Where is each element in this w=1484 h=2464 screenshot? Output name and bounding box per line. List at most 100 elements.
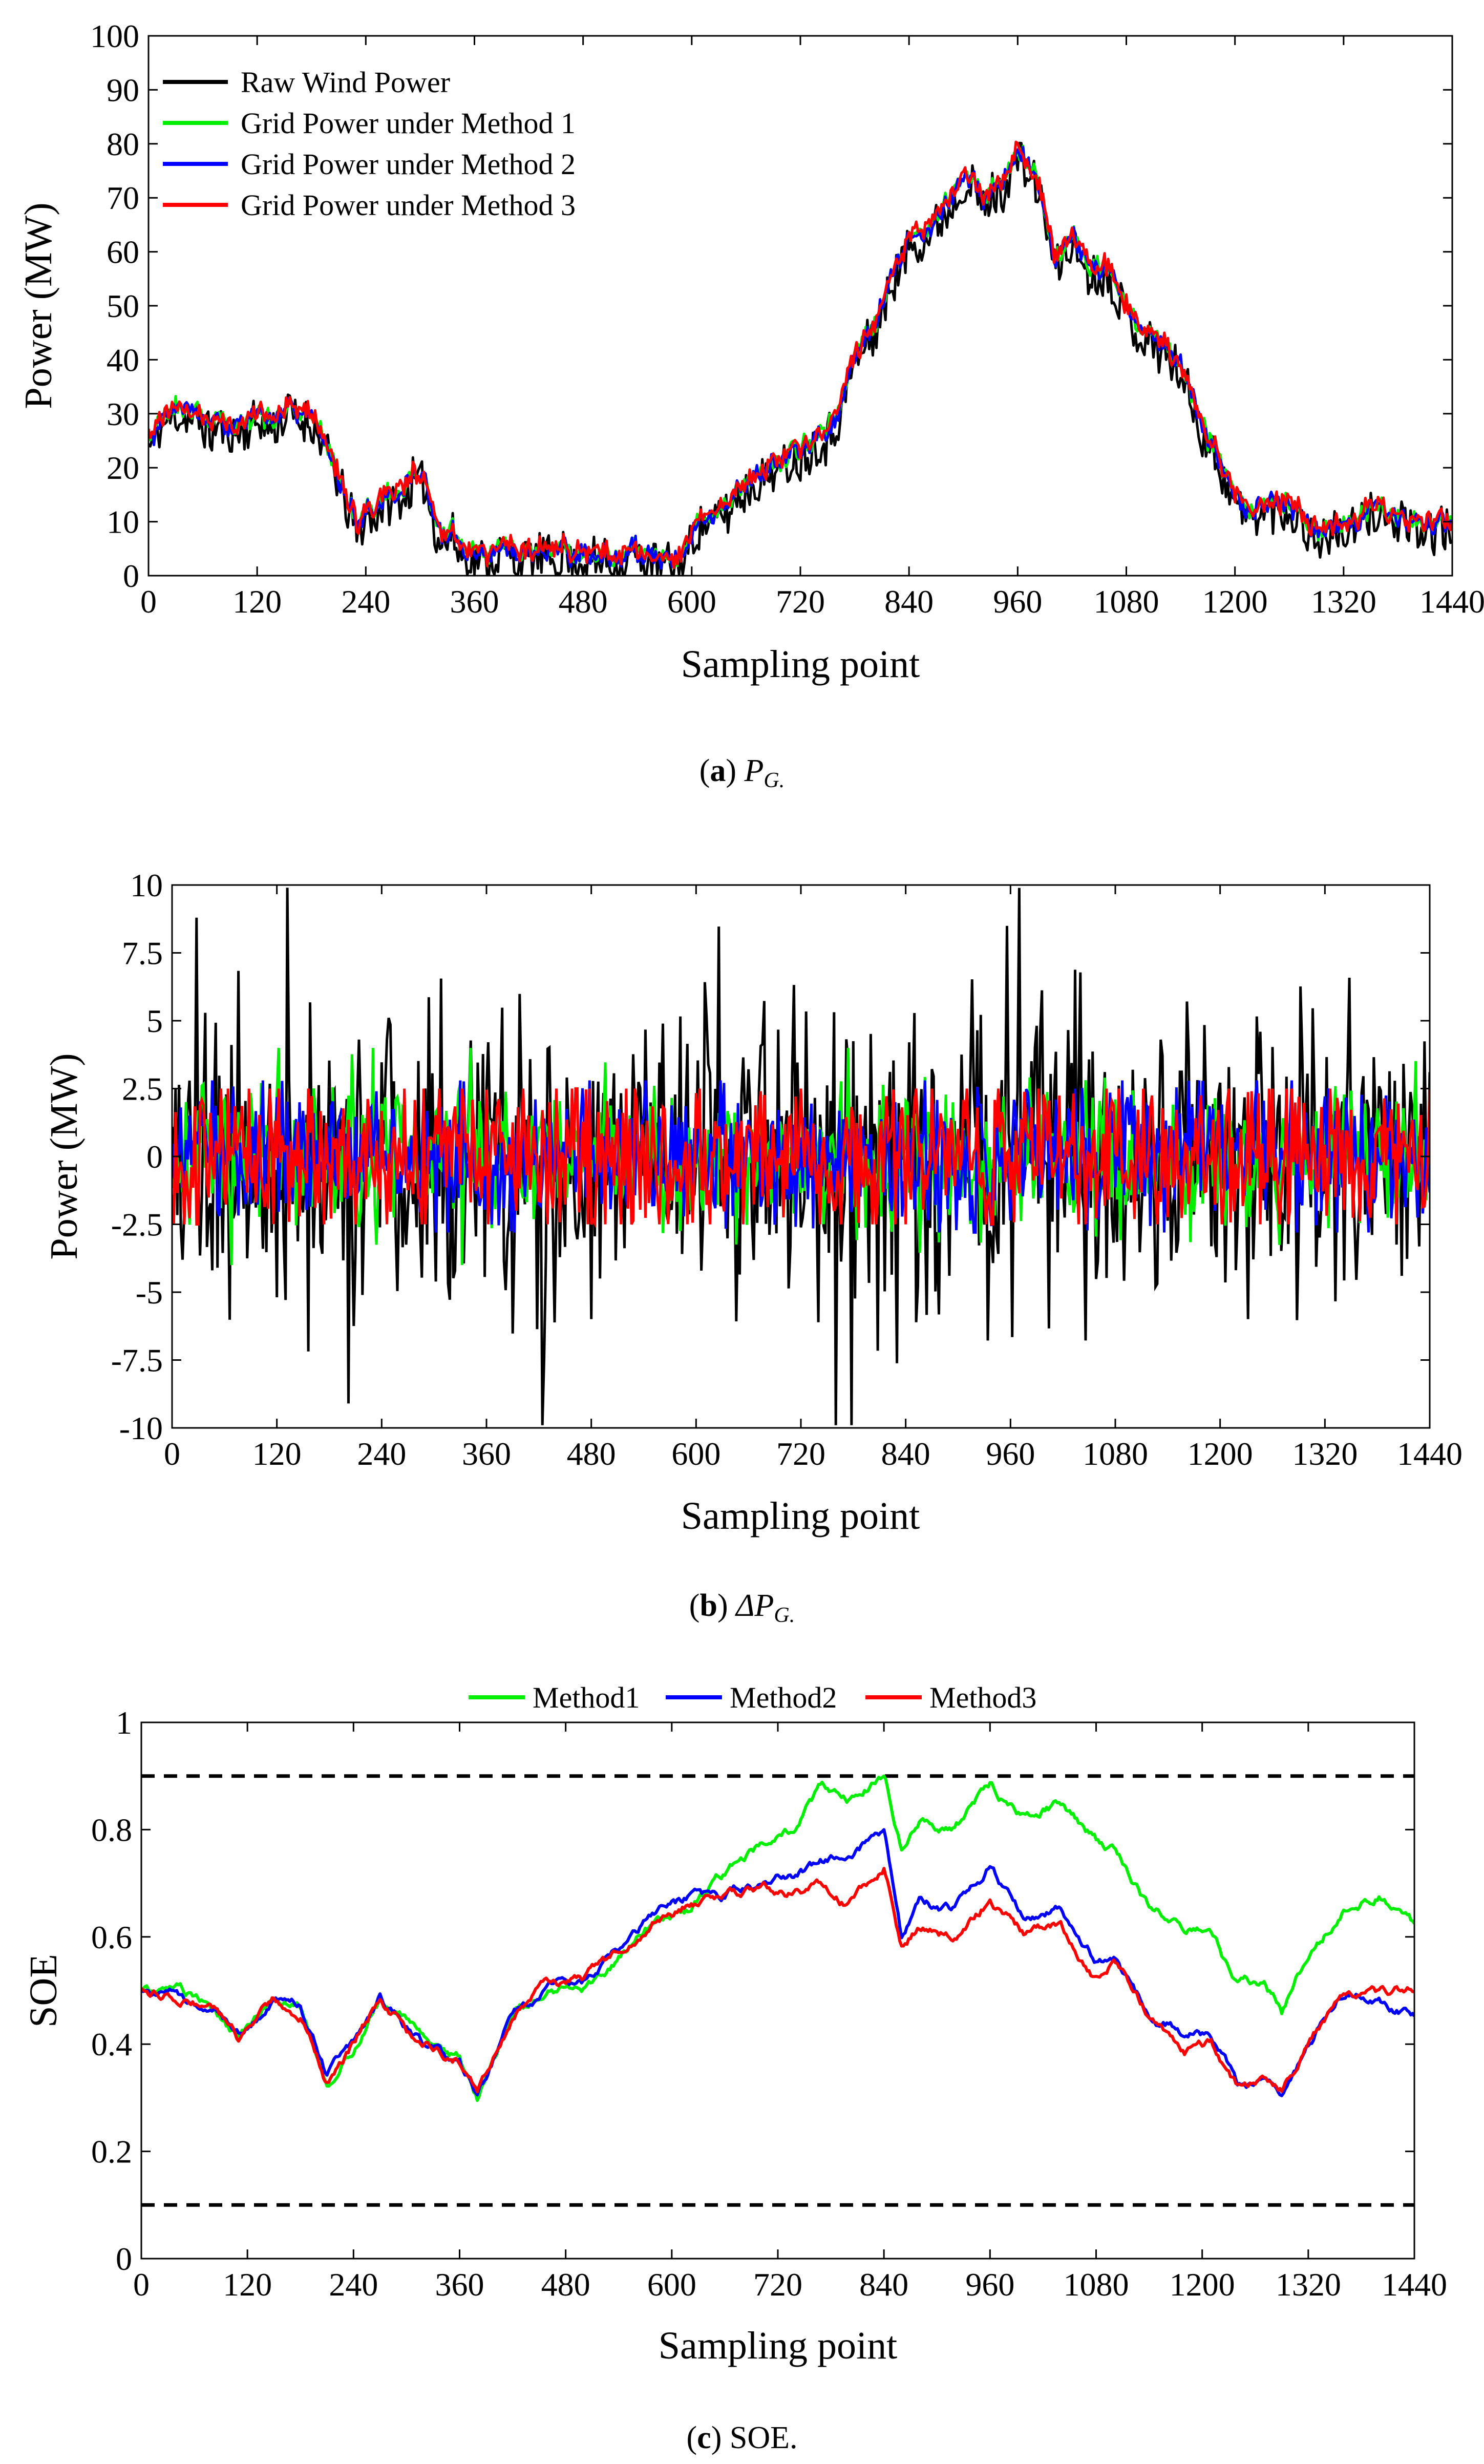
a-ytick-label: 70 [107,180,139,216]
b-ytick-label: 5 [146,1003,163,1039]
legend-c-label-1: Method1 [533,1681,640,1714]
c-xtick-label: 1080 [1064,2266,1129,2303]
b-ytick-label: 2.5 [122,1071,163,1107]
a-xtick-label: 1080 [1094,583,1159,620]
series-line-b-4 [172,1087,1430,1229]
panel-a-power-chart: 0 10 20 30 40 50 60 70 80 90 100 0 120 240 360 480 600 7… [17,18,1484,792]
b-ytick-label: -10 [119,1410,163,1446]
x-axis-label-c: Sampling point [659,2324,898,2367]
panel-b-delta-power-chart: 10 7.5 5 2.5 0 -2.5 -5 -7.5 -10 0 120 240 360 480 600… [43,867,1462,1627]
c-ytick-label: 0 [116,2241,132,2277]
b-ytick-label: -5 [136,1274,163,1311]
b-xtick-label: 720 [776,1436,825,1472]
a-xtick-label: 360 [450,583,499,620]
a-xtick-label: 1440 [1419,583,1484,620]
b-xtick-label: 0 [164,1436,180,1472]
a-ytick-label: 40 [107,342,139,378]
caption-c: (c) SOE. [687,2420,798,2455]
b-xtick-label: 1440 [1397,1436,1462,1472]
b-xtick-label: 1080 [1083,1436,1148,1472]
b-xtick-label: 1200 [1188,1436,1253,1472]
c-ytick-label: 1 [116,1704,132,1741]
c-ytick-label: 0.2 [91,2134,132,2170]
legend-a-label-3: Grid Power under Method 2 [241,148,576,181]
a-xtick-label: 480 [559,583,608,620]
caption-b-sub: G. [774,1604,795,1627]
c-xtick-label: 960 [965,2266,1014,2303]
c-xtick-label: 0 [133,2266,150,2303]
b-ytick-label: 7.5 [122,935,163,972]
c-xtick-label: 600 [647,2266,696,2303]
series-lines-c [141,1774,1414,2207]
c-ytick-label: 0.4 [91,2026,132,2062]
series-line-c-1 [141,1774,1414,2102]
series-lines-a [149,140,1452,576]
b-xtick-label: 480 [567,1436,616,1472]
c-xtick-label: 120 [223,2266,272,2303]
b-xtick-label: 840 [881,1436,930,1472]
a-xtick-label: 600 [667,583,716,620]
y-axis-label-b: Power (MW) [43,1053,86,1259]
x-axis-label-a: Sampling point [681,643,920,686]
caption-b-letter: b [699,1588,717,1623]
panel-c-soe-chart: 0 0.2 0.4 0.6 0.8 1 0 120 240 360 480 600 720 840 960… [22,1681,1447,2455]
caption-b-symbol: ΔP [734,1588,774,1623]
y-ticks-a: 0 10 20 30 40 50 60 70 80 90 100 [90,18,1452,594]
a-ytick-label: 90 [107,72,139,108]
caption-a-symbol: P [744,753,764,788]
c-xtick-label: 1440 [1382,2266,1447,2303]
y-ticks-c: 0 0.2 0.4 0.6 0.8 1 [91,1704,1414,2277]
a-ytick-label: 100 [90,18,139,54]
plot-area-a [149,36,1452,576]
c-ytick-label: 0.8 [91,1812,132,1848]
b-ytick-label: -2.5 [111,1207,163,1243]
legend-c-label-3: Method3 [929,1681,1036,1714]
c-xtick-label: 360 [435,2266,484,2303]
y-axis-label-c: SOE [22,1954,65,2028]
c-xtick-label: 840 [859,2266,908,2303]
a-xtick-label: 720 [776,583,825,620]
a-xtick-label: 840 [884,583,934,620]
a-ytick-label: 20 [107,450,139,486]
caption-a-letter: a [710,753,726,788]
a-xtick-label: 240 [341,583,390,620]
a-xtick-label: 960 [993,583,1042,620]
x-ticks-c: 0 120 240 360 480 600 720 840 960 1080 1200 1320 144… [133,1722,1447,2303]
legend-a-label-4: Grid Power under Method 3 [241,188,576,222]
b-xtick-label: 120 [252,1436,302,1472]
a-xtick-label: 0 [140,583,157,620]
b-ytick-label: -7.5 [111,1342,163,1379]
plot-area-c [141,1722,1414,2259]
legend-c: Method1 Method2 Method3 [469,1681,1036,1714]
c-xtick-label: 1200 [1170,2266,1235,2303]
series-line-a-4 [149,140,1452,569]
caption-a: (a) PG. [699,753,785,792]
b-ytick-label: 10 [130,867,163,903]
x-ticks-a: 0 120 240 360 480 600 720 840 960 1080 1200 1320 144… [140,36,1484,620]
a-xtick-label: 1200 [1202,583,1268,620]
a-xtick-label: 1320 [1311,583,1376,620]
c-xtick-label: 240 [329,2266,378,2303]
legend-a-label-2: Grid Power under Method 1 [241,107,576,140]
series-lines-b [172,888,1430,1425]
y-axis-label-a: Power (MW) [17,202,60,409]
c-xtick-label: 720 [753,2266,802,2303]
a-ytick-label: 10 [107,504,139,540]
a-ytick-label: 30 [107,396,139,432]
b-xtick-label: 600 [671,1436,720,1472]
a-ytick-label: 0 [123,558,139,594]
a-xtick-label: 120 [232,583,282,620]
b-xtick-label: 360 [462,1436,511,1472]
a-ytick-label: 50 [107,288,139,324]
caption-c-letter: c [697,2420,711,2455]
series-line-b-1 [172,888,1430,1425]
b-xtick-label: 1320 [1292,1436,1358,1472]
caption-a-sub: G. [764,769,785,792]
b-ytick-label: 0 [146,1139,163,1175]
legend-c-label-2: Method2 [730,1681,837,1714]
b-xtick-label: 960 [986,1436,1035,1472]
c-ytick-label: 0.6 [91,1919,132,1955]
caption-c-text: SOE. [730,2420,798,2455]
y-ticks-b: 10 7.5 5 2.5 0 -2.5 -5 -7.5 -10 [111,867,1430,1446]
